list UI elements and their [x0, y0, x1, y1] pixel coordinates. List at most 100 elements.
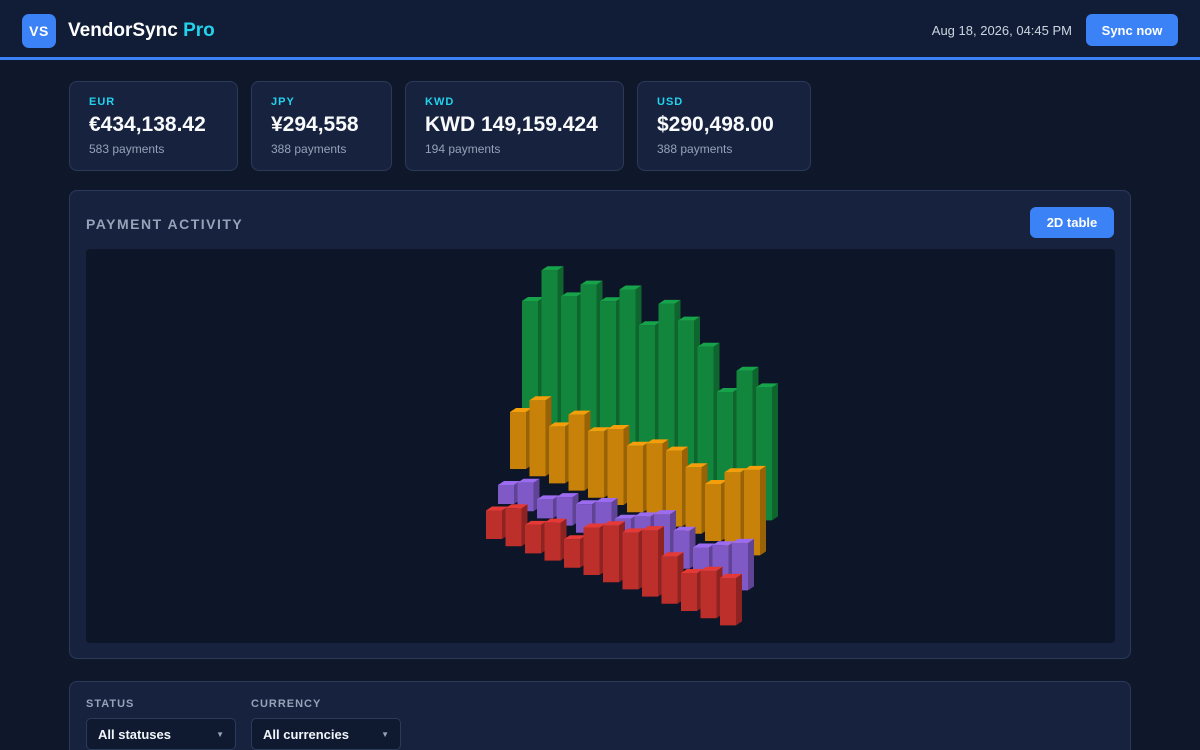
app-logo: VS: [22, 14, 56, 48]
app-name: VendorSync: [68, 20, 178, 41]
chart-bar: [607, 425, 630, 505]
bar-front-face: [607, 429, 624, 505]
panel-title: PAYMENT ACTIVITY: [86, 216, 244, 232]
bar-front-face: [588, 431, 604, 498]
kpi-card-usd: USD $290,498.00 388 payments: [637, 81, 811, 171]
bar-top-face: [556, 493, 579, 498]
chart-bar: [681, 569, 703, 611]
chart-bar: [646, 439, 669, 520]
kpi-payment-count: 388 payments: [657, 142, 733, 156]
chart-bar: [603, 521, 625, 583]
chart-bar: [505, 504, 528, 547]
chart-bar: [732, 538, 754, 591]
bar-chart-3d: [486, 266, 778, 626]
bar-top-face: [717, 388, 739, 392]
currency-summary-row: EUR €434,138.42 583 payments JPY ¥294,55…: [69, 81, 811, 171]
chart-bar: [537, 495, 559, 519]
bar-top-face: [693, 543, 715, 548]
bar-top-face: [607, 425, 630, 429]
bar-top-face: [486, 506, 508, 511]
bar-top-face: [510, 408, 532, 412]
bar-front-face: [561, 296, 577, 449]
bar-top-face: [505, 504, 528, 509]
bar-top-face: [658, 299, 681, 304]
bar-front-face: [627, 445, 643, 513]
bar-top-face: [541, 266, 564, 271]
bar-top-face: [681, 569, 703, 573]
chart-bar: [720, 573, 742, 626]
bar-front-face: [639, 325, 655, 478]
bar-top-face: [661, 552, 684, 557]
chart-bar: [661, 552, 684, 604]
bar-top-face: [634, 512, 657, 517]
chart-bar: [705, 480, 727, 541]
toggle-2d-table-button[interactable]: 2D table: [1030, 207, 1114, 238]
app-name-accent: Pro: [183, 20, 215, 41]
bar-front-face: [744, 469, 760, 556]
bar-front-face: [486, 510, 502, 539]
bar-top-face: [744, 465, 766, 470]
bar-top-face: [600, 297, 622, 302]
bar-front-face: [568, 414, 585, 491]
bar-front-face: [619, 289, 636, 470]
status-filter: STATUS All statuses ▼: [86, 698, 236, 750]
bar-top-face: [517, 478, 540, 483]
bar-top-face: [544, 518, 567, 523]
bar-front-face: [720, 577, 736, 626]
status-select[interactable]: All statuses ▼: [86, 718, 236, 750]
currency-filter: CURRENCY All currencies ▼: [251, 698, 401, 750]
bar-front-face: [583, 527, 600, 575]
bar-top-face: [642, 526, 664, 531]
bar-front-face: [700, 570, 717, 619]
bar-top-face: [732, 538, 754, 543]
bar-top-face: [639, 321, 661, 326]
bar-top-face: [498, 481, 520, 485]
bar-side-face: [772, 383, 778, 521]
kpi-currency-code: JPY: [271, 96, 295, 108]
bar-top-face: [583, 523, 606, 528]
bar-front-face: [705, 484, 721, 541]
chart-bar: [564, 535, 586, 568]
bar-top-face: [522, 297, 544, 301]
kpi-card-eur: EUR €434,138.42 583 payments: [69, 81, 238, 171]
bar-front-face: [544, 522, 561, 561]
bar-top-face: [700, 566, 723, 571]
kpi-card-kwd: KWD KWD 149,159.424 194 payments: [405, 81, 624, 171]
bar-front-face: [517, 482, 534, 512]
chart-bar: [486, 506, 508, 539]
bar-front-face: [537, 499, 553, 519]
bar-front-face: [724, 472, 741, 549]
kpi-currency-code: EUR: [89, 96, 116, 108]
bar-top-face: [720, 573, 742, 578]
chart-bar: [498, 481, 520, 504]
currency-select[interactable]: All currencies ▼: [251, 718, 401, 750]
chart-bar: [700, 566, 723, 619]
bar-top-face: [712, 541, 735, 546]
chart-bar: [642, 526, 664, 597]
chart-bar: [544, 518, 567, 561]
bar-top-face: [549, 422, 571, 427]
bar-top-face: [654, 510, 676, 515]
bar-front-face: [529, 400, 546, 477]
bar-top-face: [678, 316, 700, 321]
chart-bar: [627, 441, 649, 513]
chart-bar: [556, 493, 579, 526]
chart-3d-canvas[interactable]: [86, 249, 1115, 643]
kpi-amount: KWD 149,159.424: [425, 113, 598, 136]
bar-front-face: [603, 525, 619, 583]
bar-side-face: [748, 538, 754, 591]
chart-bar: [525, 520, 547, 554]
bar-front-face: [685, 467, 702, 534]
bar-top-face: [697, 342, 720, 347]
bar-top-face: [619, 285, 642, 290]
chevron-down-icon: ▼: [216, 729, 224, 739]
bar-top-face: [525, 520, 547, 525]
bar-front-face: [525, 524, 541, 554]
chart-bar: [744, 465, 766, 556]
bar-front-face: [666, 450, 682, 527]
kpi-currency-code: KWD: [425, 96, 455, 108]
kpi-payment-count: 194 payments: [425, 142, 501, 156]
bar-top-face: [603, 521, 625, 526]
bar-front-face: [556, 497, 573, 526]
sync-now-button[interactable]: Sync now: [1086, 14, 1178, 46]
